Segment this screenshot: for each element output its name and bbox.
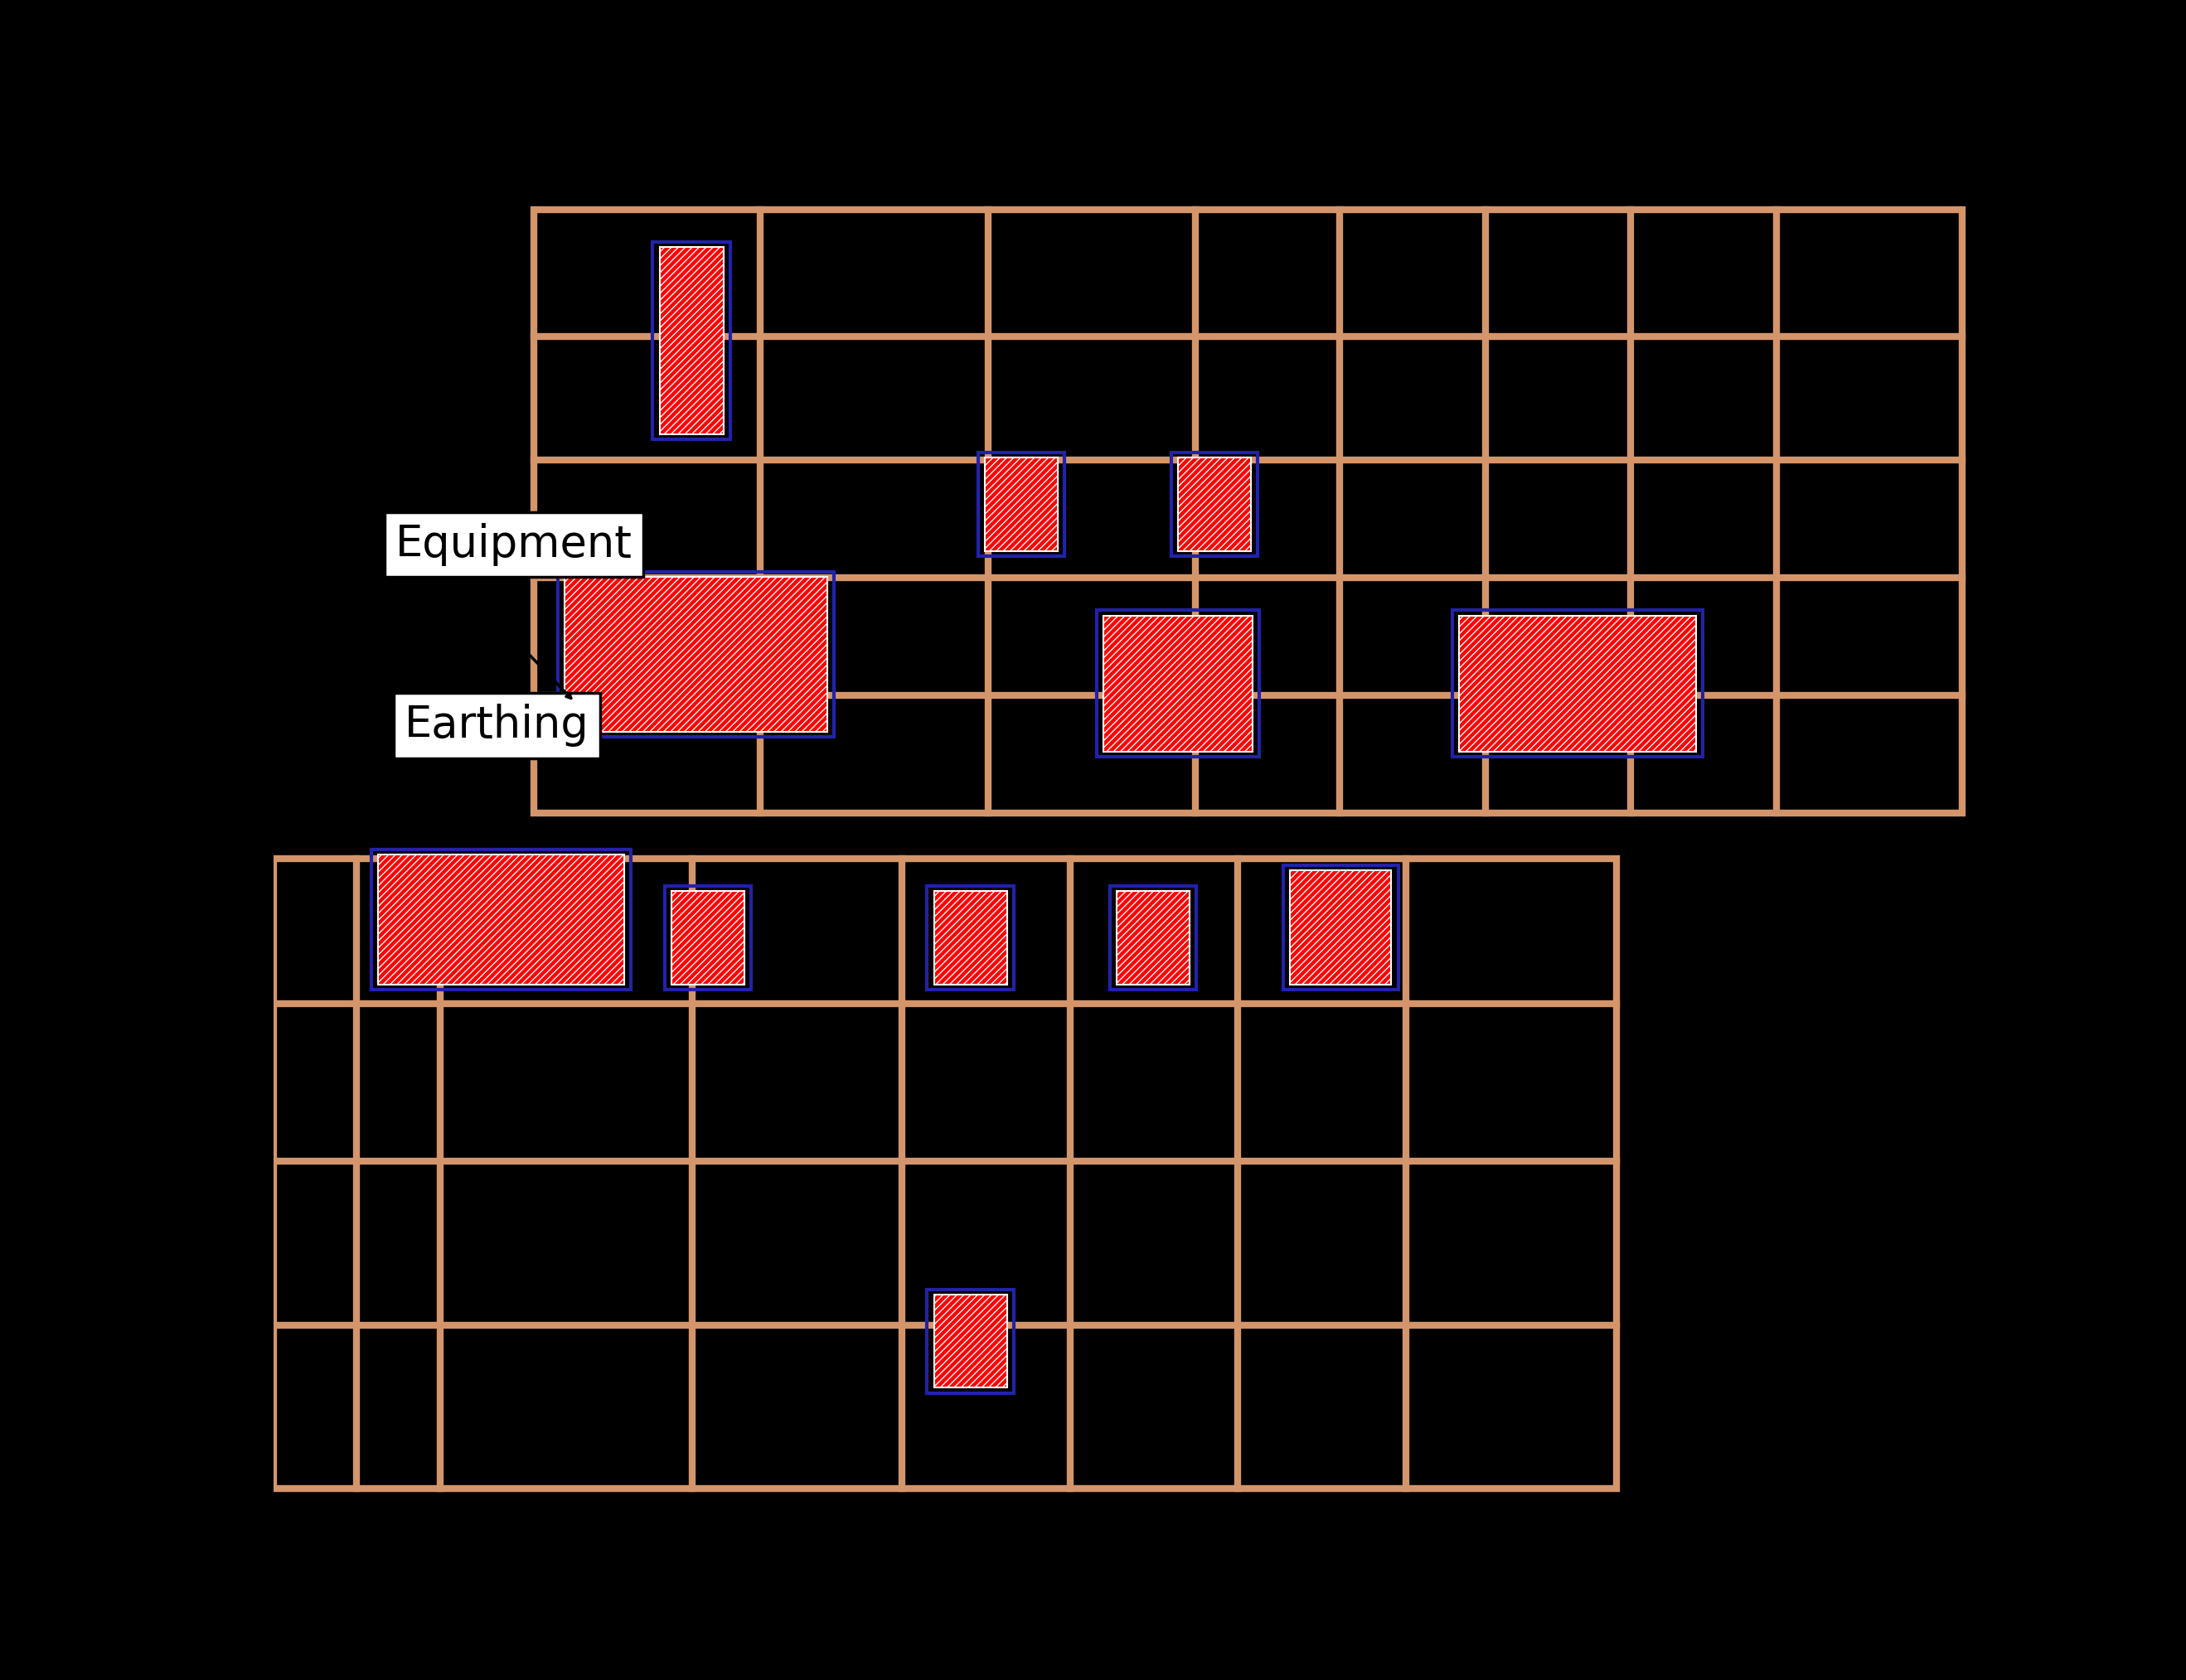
Bar [1283, 865, 1399, 990]
Bar [977, 452, 1065, 556]
Bar [927, 885, 1014, 990]
Bar [273, 858, 1618, 1488]
Bar [984, 457, 1058, 551]
Bar [1110, 885, 1196, 990]
Bar [1117, 890, 1189, 984]
Bar [665, 885, 752, 990]
Bar [1104, 615, 1253, 751]
Text: Equipment: Equipment [396, 522, 632, 566]
Bar [660, 247, 724, 435]
Bar [378, 855, 623, 984]
Bar [372, 850, 632, 990]
Bar [927, 1290, 1014, 1393]
Bar [654, 242, 730, 440]
Text: Earthing: Earthing [404, 704, 590, 748]
Bar [1172, 452, 1257, 556]
Bar [1460, 615, 1696, 751]
Bar [671, 890, 743, 984]
Bar [933, 1295, 1008, 1388]
Bar [1452, 610, 1703, 756]
Bar [1097, 610, 1259, 756]
Bar [933, 890, 1008, 984]
Bar [564, 576, 826, 732]
Bar [1178, 457, 1250, 551]
Bar [557, 571, 835, 738]
Bar [533, 210, 1963, 813]
Bar [1290, 870, 1392, 984]
